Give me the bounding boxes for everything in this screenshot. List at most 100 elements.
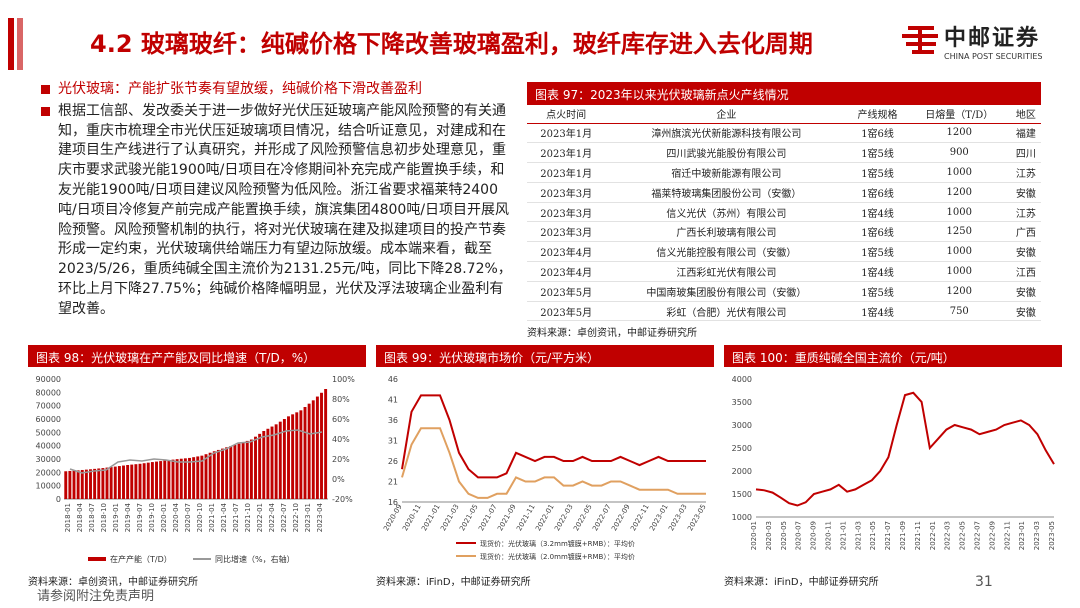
bar-capacity — [196, 456, 200, 499]
table-cell: 中国南玻集团股份有限公司（安徽） — [605, 281, 848, 302]
x-tick-label: 2022-01 — [929, 521, 937, 550]
bar-capacity — [278, 421, 282, 499]
y2-tick-label: 0% — [332, 475, 345, 484]
table-cell: 750 — [907, 301, 1011, 322]
y-tick-label: 0 — [56, 495, 61, 504]
series-line-soda-ash — [755, 391, 1055, 507]
table-row: 2023年4月 江西彩虹光伏有限公司 1窑4线 1000 江西 — [527, 261, 1041, 282]
table-cell: 福建 — [1010, 123, 1041, 144]
table-cell: 1窑4线 — [847, 261, 908, 282]
table-cell: 900 — [907, 142, 1011, 164]
chart-99-plot: 162126313641462020-092020-112021-012021-… — [382, 375, 708, 561]
y-tick-label: 50000 — [36, 428, 61, 437]
x-tick-label: 2019-07 — [136, 503, 144, 532]
bar-capacity — [221, 448, 224, 499]
bar-capacity — [274, 424, 278, 499]
bar-capacity — [241, 442, 245, 499]
x-tick-label: 2020-05 — [780, 521, 788, 550]
chart-100-title: 图表 100：重质纯碱全国主流价（元/吨） — [724, 345, 1062, 367]
table-row: 2023年1月 漳州旗滨光伏新能源科技有限公司 1窑6线 1200 福建 — [527, 123, 1041, 144]
table-cell: 广西长利玻璃有限公司 — [605, 221, 848, 243]
x-tick-label: 2018-04 — [76, 502, 84, 532]
legend-label-yoy: 同比增速（%，右轴） — [215, 554, 295, 564]
bar-capacity — [216, 449, 220, 499]
table-cell: 1窑6线 — [847, 182, 908, 203]
bar-capacity — [68, 470, 72, 499]
table-row: 2023年5月 彩虹（合肥）光伏有限公司 1窑4线 750 安徽 — [527, 301, 1041, 322]
x-tick-label: 2023-03 — [1033, 521, 1041, 550]
bar-capacity — [270, 426, 274, 499]
bar-capacity — [76, 470, 80, 499]
table-cell: 2023年4月 — [527, 261, 606, 282]
chart-99-source: 资料来源：iFinD，中邮证券研究所 — [376, 577, 531, 588]
x-tick-label: 2019-01 — [112, 503, 120, 532]
paragraph-row: 根据工信部、发改委关于进一步做好光伏压延玻璃产能风险预警的有关通知，重庆市梳理全… — [41, 102, 515, 320]
bar-capacity — [225, 447, 229, 499]
chart-99-panel: 图表 99：光伏玻璃市场价（元/平方米） 16 21 26 31 36 41 46 2020-… — [376, 345, 714, 588]
bar-capacity — [179, 458, 183, 499]
bar-capacity — [208, 452, 212, 499]
table-cell: 2023年1月 — [527, 142, 606, 164]
series-line-1 — [401, 427, 706, 499]
table-cell: 安徽 — [1010, 241, 1041, 263]
table-cell: 2023年3月 — [527, 182, 606, 203]
table-row: 2023年1月 宿迁中玻新能源有限公司 1窑5线 1000 江苏 — [527, 162, 1041, 183]
table-cell: 江西彩虹光伏有限公司 — [605, 261, 848, 282]
table-cell: 1窑4线 — [847, 301, 908, 322]
page-number: 31 — [975, 574, 993, 590]
table-row: 2023年1月 四川武骏光能股份有限公司 1窑5线 900 四川 — [527, 142, 1041, 164]
x-tick-label: 2021-05 — [869, 521, 877, 550]
y2-tick-label: 100% — [332, 375, 355, 384]
table-cell: 彩虹（合肥）光伏有限公司 — [605, 301, 848, 322]
y-tick-label: 46 — [388, 375, 398, 384]
y2-tick-label: 40% — [332, 435, 350, 444]
bar-capacity — [254, 436, 257, 499]
table-cell: 1000 — [907, 241, 1011, 263]
table-cell: 江苏 — [1010, 202, 1041, 223]
x-tick-label: 2020-03 — [765, 521, 773, 550]
x-tick-label: 2019-04 — [124, 502, 132, 532]
table-row: 2023年3月 福莱特玻璃集团股份公司（安徽） 1窑6线 1200 安徽 — [527, 182, 1041, 203]
bar-capacity — [84, 469, 88, 499]
y-tick-label: 20000 — [36, 468, 61, 477]
logo-text-en: CHINA POST SECURITIES — [944, 52, 1043, 61]
x-tick-label: 2022-11 — [1003, 521, 1011, 550]
bar-capacity — [93, 468, 97, 499]
bar-capacity — [138, 463, 142, 499]
table-cell: 1窑5线 — [847, 241, 908, 263]
bar-capacity — [245, 440, 249, 499]
x-tick-label: 2021-07 — [232, 503, 240, 532]
x-tick-label: 2021-01 — [839, 521, 847, 550]
x-tick-label: 2023-04 — [316, 502, 324, 532]
table-cell: 2023年1月 — [527, 123, 606, 144]
table-cell: 1窑5线 — [847, 162, 908, 183]
chart-100-source: 资料来源：iFinD，中邮证券研究所 — [724, 577, 879, 588]
x-tick-label: 2022-01 — [256, 503, 264, 532]
x-tick-label: 2020-07 — [184, 503, 192, 532]
bar-capacity — [183, 458, 187, 499]
bar-capacity — [89, 469, 92, 499]
table-cell: 2023年1月 — [527, 162, 606, 183]
x-tick-label: 2022-07 — [974, 521, 982, 550]
y-tick-label: 1000 — [732, 513, 752, 522]
table-cell: 信义光能控股有限公司（安徽） — [605, 241, 848, 263]
y-tick-label: 16 — [388, 498, 398, 507]
table-cell: 2023年5月 — [527, 281, 606, 302]
bar-capacity — [122, 465, 125, 499]
bar-capacity — [163, 460, 167, 499]
bar-capacity — [126, 465, 130, 499]
x-tick-label: 2023-05 — [1048, 521, 1056, 550]
bar-capacity — [311, 400, 315, 499]
table-cell: 1000 — [907, 261, 1011, 282]
bar-capacity — [315, 396, 319, 499]
x-tick-label: 2020-01 — [160, 503, 168, 532]
y2-tick-label: 80% — [332, 395, 350, 404]
table-cell: 安徽 — [1010, 182, 1041, 203]
bar-capacity — [291, 414, 295, 499]
bar-capacity — [72, 470, 76, 499]
x-tick-label: 2018-07 — [88, 503, 96, 532]
table-cell: 信义光伏（苏州）有限公司 — [605, 202, 848, 223]
x-tick-label: 2021-01 — [208, 503, 216, 532]
y-tick-label: 3500 — [732, 398, 752, 407]
x-tick-label: 2021-03 — [854, 521, 862, 550]
